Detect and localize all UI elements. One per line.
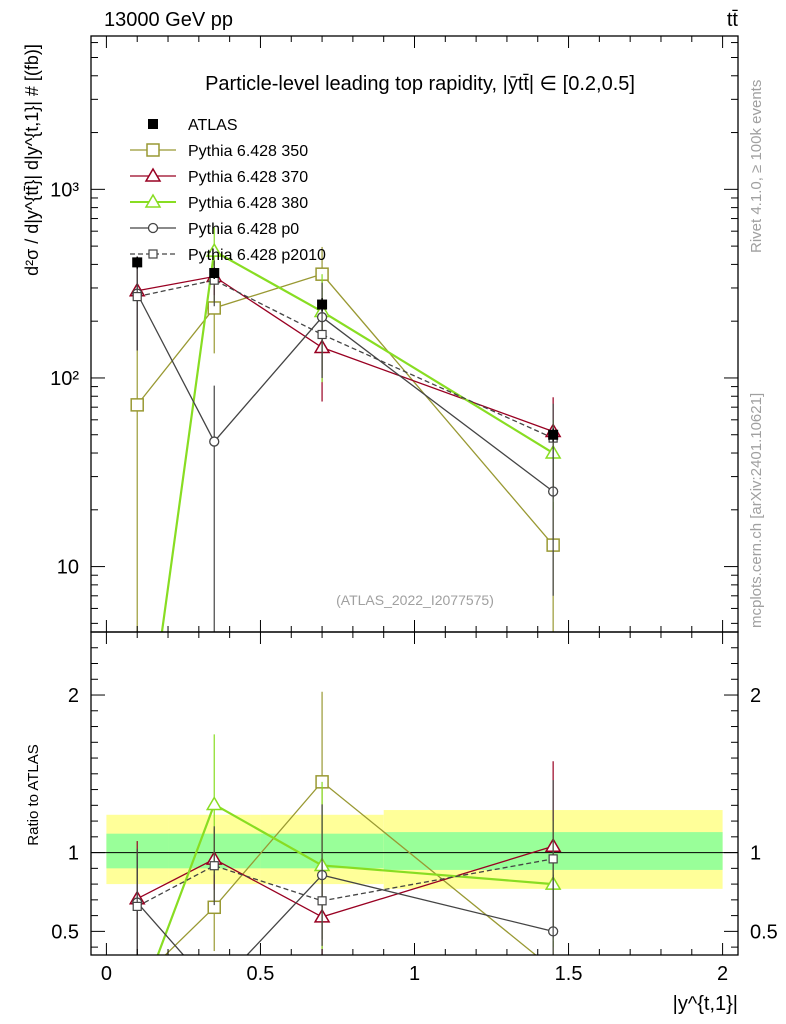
- ratio-line-3: [136, 874, 554, 955]
- rivet-label: Rivet 4.1.0, ≥ 100k events: [748, 80, 765, 253]
- process-label: tt̄: [727, 9, 739, 31]
- legend-label: Pythia 6.428 370: [188, 169, 308, 186]
- series-line-0: [136, 273, 554, 546]
- legend-label: ATLAS: [188, 117, 238, 134]
- y-tick-label: 10²: [50, 368, 79, 390]
- legend-marker: [147, 222, 159, 234]
- legend-label: Pythia 6.428 350: [188, 143, 308, 160]
- x-tick-label: 1.5: [555, 963, 583, 985]
- legend-label: Pythia 6.428 380: [188, 195, 308, 212]
- ratio-y-axis-label: Ratio to ATLAS: [25, 744, 42, 845]
- x-tick-label: 0.5: [247, 963, 275, 985]
- ratio-tick-label-right: 0.5: [750, 921, 778, 943]
- series-line-3: [136, 293, 554, 493]
- data-point: [317, 329, 327, 340]
- legend-marker: [146, 143, 160, 157]
- legend-marker: [148, 119, 158, 129]
- data-point: [130, 398, 144, 412]
- legend-marker: [148, 249, 158, 259]
- ratio-tick-label-left: 0.5: [51, 921, 79, 943]
- data-point: [209, 436, 220, 447]
- ratio-tick-label-right: 1: [750, 843, 761, 865]
- source-label: mcplots.cern.ch [arXiv:2401.10621]: [748, 393, 765, 628]
- legend-marker: [144, 193, 162, 208]
- ratio-point: [210, 986, 219, 995]
- ratio-point: [209, 861, 219, 871]
- y-tick-label: 10: [57, 557, 79, 579]
- ratio-line-4: [136, 858, 554, 907]
- series-line-4: [137, 279, 554, 439]
- ratio-tick-label-left: 2: [68, 685, 79, 707]
- ratio-point: [205, 795, 223, 811]
- y-tick-label: 10³: [50, 179, 79, 201]
- data-point: [132, 291, 142, 302]
- x-axis-label: |y^{t,1}|: [673, 993, 738, 1015]
- ratio-point: [130, 1003, 144, 1015]
- ratio-tick-label-left: 1: [68, 843, 79, 865]
- legend-marker: [144, 167, 162, 182]
- legend: ATLAS Pythia 6.428 350 Pythia 6.428 370 Pyt…: [130, 117, 326, 264]
- ratio-line-1: [136, 845, 554, 918]
- reference-point: [317, 299, 328, 310]
- ratio-point: [132, 901, 142, 911]
- legend-label: Pythia 6.428 p0: [188, 221, 299, 238]
- ratio-point: [317, 896, 327, 906]
- analysis-id: (ATLAS_2022_I2077575): [336, 592, 494, 608]
- legend-label: Pythia 6.428 p2010: [188, 247, 326, 264]
- energy-label: 13000 GeV pp: [104, 9, 233, 31]
- x-tick-label: 0: [101, 963, 112, 985]
- series-line-2: [160, 249, 554, 632]
- reference-point: [132, 257, 143, 268]
- y-axis-label: d²σ / d|y^{tt̄}| d|y^{t,1}| # [(fb)]: [22, 44, 42, 276]
- chart-title: Particle-level leading top rapidity, |ȳt…: [205, 73, 635, 95]
- ratio-point: [131, 976, 143, 988]
- x-tick-label: 1: [409, 963, 420, 985]
- ratio-tick-label-right: 2: [750, 685, 761, 707]
- ratio-point: [548, 854, 558, 864]
- ratio-line-2: [156, 802, 554, 955]
- x-tick-label: 2: [717, 963, 728, 985]
- series-line-1: [137, 275, 554, 433]
- reference-point: [209, 268, 220, 279]
- reference-point: [548, 429, 559, 440]
- data-point: [205, 242, 223, 257]
- ratio-frame: [90, 631, 739, 956]
